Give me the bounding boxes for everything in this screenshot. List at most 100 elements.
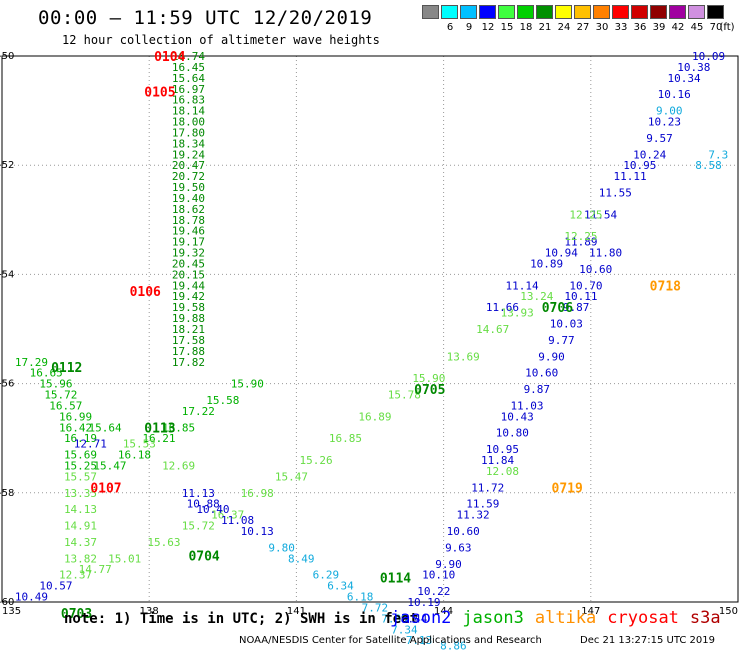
wave-height-value: 6.18 — [347, 591, 374, 604]
x-tick-label: 144 — [434, 606, 453, 617]
satellite-legend: jason2 jason3 altika cryosat s3a — [390, 608, 732, 628]
legend-swatch — [441, 5, 458, 19]
wave-height-value: 15.64 — [172, 72, 205, 85]
wave-height-value: 7.72 — [362, 601, 389, 614]
legend-level-label: 33 — [614, 22, 628, 33]
wave-height-value: 16.74 — [172, 50, 205, 63]
wave-height-value: 14.77 — [79, 563, 112, 576]
wave-height-value: 16.42 — [59, 421, 92, 434]
legend-swatch — [612, 5, 629, 19]
wave-height-value: 10.19 — [407, 596, 440, 609]
legend-swatch — [688, 5, 705, 19]
legend-level-label: 30 — [595, 22, 609, 33]
wave-height-value: 18.78 — [172, 214, 205, 227]
wave-height-value: 10.95 — [623, 159, 656, 172]
wave-height-value: 15.63 — [147, 536, 180, 549]
wave-height-value: 15.53 — [123, 438, 156, 451]
pass-time-label: 0114 — [380, 571, 411, 586]
wave-height-value: 18.62 — [172, 203, 205, 216]
wave-height-value: 9.87 — [563, 301, 590, 314]
y-tick-label: -56 — [0, 379, 14, 390]
wave-height-value: 20.15 — [172, 268, 205, 281]
wave-height-value: 19.40 — [172, 192, 205, 205]
wave-height-value: 20.47 — [172, 159, 205, 172]
wave-height-value: 10.22 — [417, 585, 450, 598]
wave-height-value: 20.45 — [172, 257, 205, 270]
wave-height-value: 8.58 — [695, 159, 722, 172]
legend-level-label: 9 — [465, 22, 473, 33]
wave-height-value: 15.90 — [412, 372, 445, 385]
wave-height-value: 10.16 — [658, 88, 691, 101]
wave-height-value: 7.3 — [708, 148, 728, 161]
wave-height-value: 10.95 — [486, 443, 519, 456]
wave-height-value: 10.34 — [667, 72, 700, 85]
wave-height-value: 15.58 — [206, 394, 239, 407]
pass-time-label: 0112 — [51, 361, 82, 376]
wave-height-value: 10.57 — [39, 580, 72, 593]
wave-height-value: 11.84 — [481, 454, 514, 467]
wave-height-value: 15.26 — [299, 454, 332, 467]
wave-height-value: 10.60 — [447, 525, 480, 538]
wave-height-value: 19.32 — [172, 247, 205, 260]
wave-height-value: 15.72 — [44, 389, 77, 402]
wave-height-value: 9.63 — [445, 541, 472, 554]
x-tick-label: 141 — [287, 606, 306, 617]
wave-height-value: 14.37 — [64, 536, 97, 549]
wave-height-value: 19.24 — [172, 148, 205, 161]
wave-height-value: 12.08 — [486, 465, 519, 478]
legend-level-label: 70 — [709, 22, 723, 33]
legend-swatch — [669, 5, 686, 19]
wave-height-value: 10.89 — [530, 257, 563, 270]
satellite-label: s3a — [689, 608, 721, 628]
legend-swatch — [460, 5, 477, 19]
satellite-label: jason3 — [462, 608, 524, 628]
wave-height-value: 10.10 — [422, 569, 455, 582]
wave-height-value: 14.13 — [64, 503, 97, 516]
wave-height-value: 16.65 — [30, 367, 63, 380]
y-tick-label: -60 — [0, 597, 14, 608]
wave-height-value: 18.00 — [172, 116, 205, 129]
legend-level-label: 42 — [671, 22, 685, 33]
wave-height-value: 16.19 — [64, 432, 97, 445]
wave-height-value: 10.94 — [545, 247, 578, 260]
wave-height-value: 16.45 — [172, 61, 205, 74]
wave-height-value: 7.34 — [391, 623, 418, 636]
wave-height-value: 16.85 — [329, 432, 362, 445]
wave-height-value: 10.38 — [677, 61, 710, 74]
legend-swatch — [517, 5, 534, 19]
wave-height-value: 9.87 — [524, 383, 551, 396]
y-tick-label: -54 — [0, 269, 14, 280]
wave-height-value: 10.13 — [241, 525, 274, 538]
wave-height-value: 19.88 — [172, 312, 205, 325]
legend-level-label: 18 — [519, 22, 533, 33]
wave-height-value: 10.60 — [579, 263, 612, 276]
pass-time-label: 0105 — [144, 85, 175, 100]
wave-height-value: 18.34 — [172, 137, 205, 150]
pass-time-label: 0704 — [188, 550, 219, 565]
wave-height-value: 17.29 — [15, 356, 48, 369]
legend-level-label: 39 — [652, 22, 666, 33]
pass-time-label: 0107 — [90, 481, 121, 496]
wave-height-value: 15.90 — [231, 378, 264, 391]
wave-height-value: 10.09 — [692, 50, 725, 63]
credit-text: NOAA/NESDIS Center for Satellite Applica… — [239, 635, 542, 646]
y-tick-label: -52 — [0, 160, 14, 171]
wave-height-value: 16.37 — [211, 509, 244, 522]
wave-height-value: 20.72 — [172, 170, 205, 183]
wave-height-value: 10.60 — [525, 367, 558, 380]
wave-height-value: 19.50 — [172, 181, 205, 194]
legend-unit-label: (ft) — [719, 22, 735, 33]
wave-height-value: 17.58 — [172, 334, 205, 347]
wave-height-value: 16.18 — [118, 449, 151, 462]
wave-height-value: 6.29 — [313, 569, 340, 582]
wave-height-value: 10.11 — [564, 290, 597, 303]
wave-height-value: 9.80 — [268, 541, 295, 554]
wave-height-value: 11.14 — [506, 279, 539, 292]
legend-swatch — [498, 5, 515, 19]
wave-height-value: 10.88 — [187, 498, 220, 511]
satellite-label: cryosat — [607, 608, 679, 628]
legend-swatch — [707, 5, 724, 19]
wave-height-value: 9.90 — [435, 558, 462, 571]
wave-height-value: 19.46 — [172, 225, 205, 238]
wave-height-value: 10.23 — [648, 116, 681, 129]
